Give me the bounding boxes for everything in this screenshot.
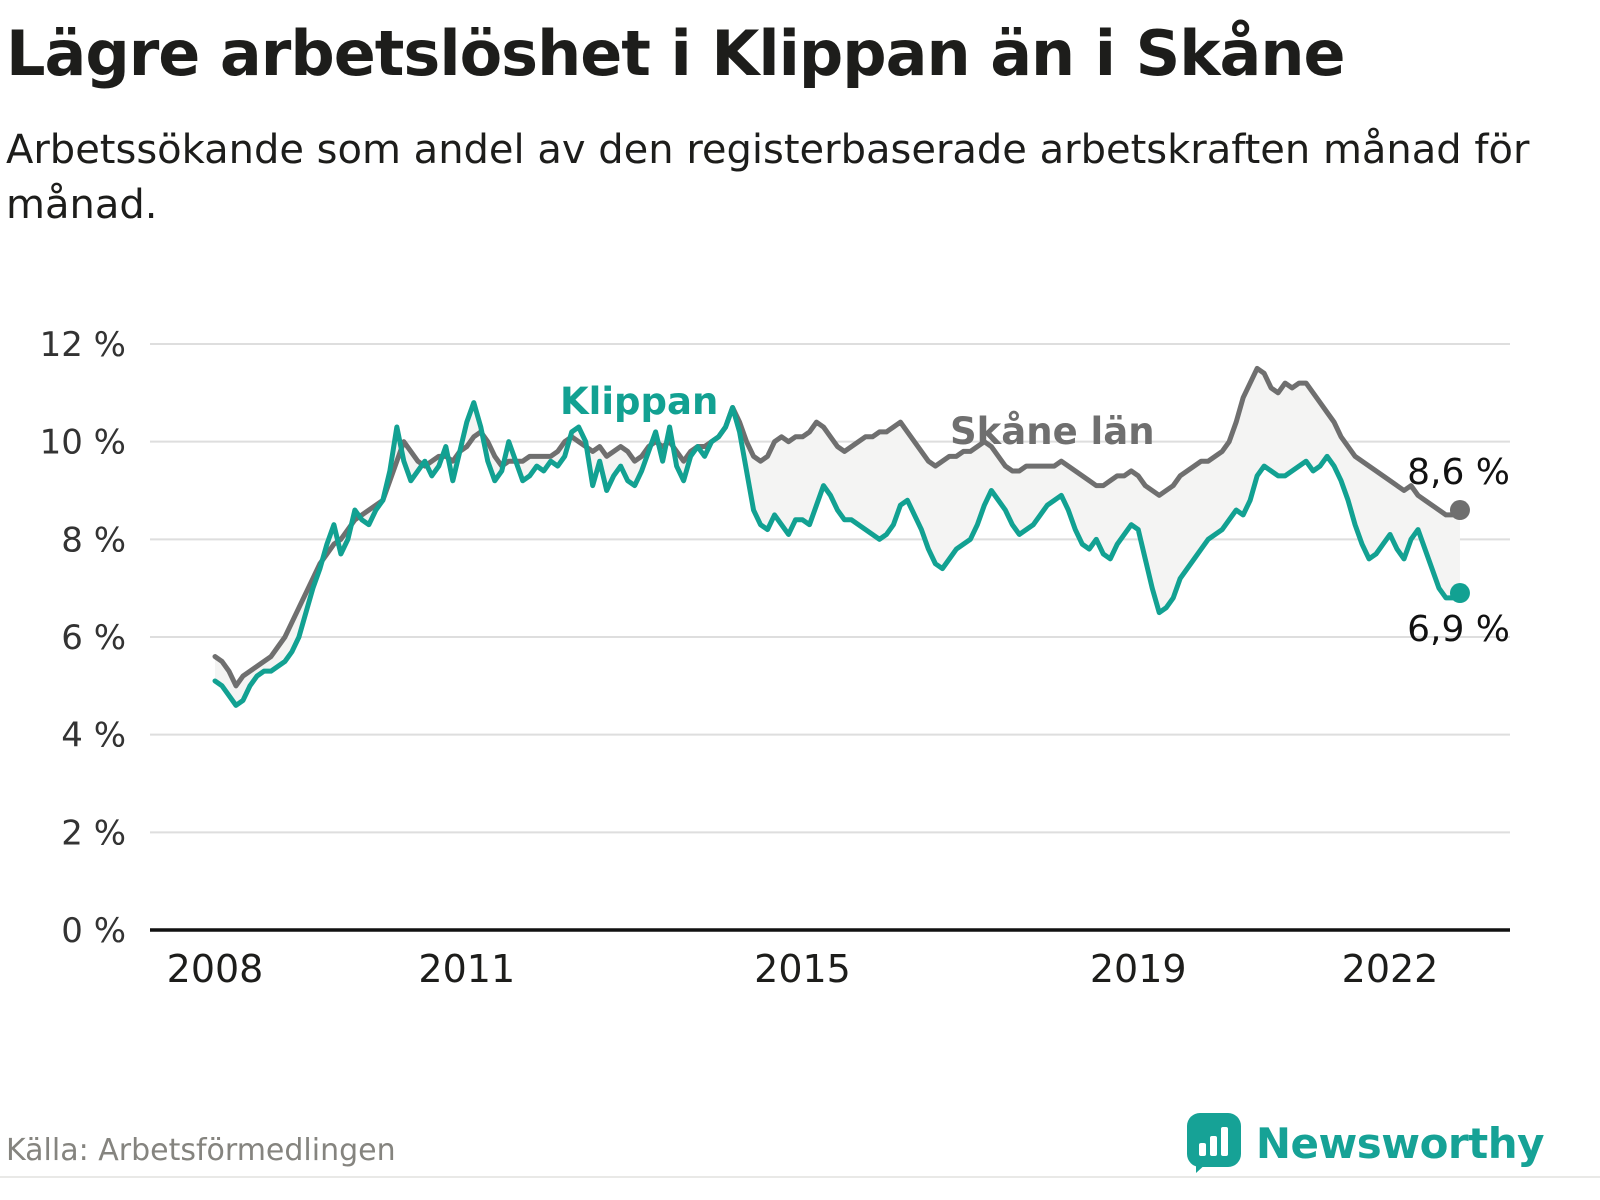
y-tick-label: 0 %: [61, 911, 126, 951]
source-note: Källa: Arbetsförmedlingen: [6, 1133, 396, 1168]
band-between-series: [215, 368, 1460, 706]
chart-title: Lägre arbetslöshet i Klippan än i Skåne: [6, 17, 1346, 90]
y-tick-label: 4 %: [61, 715, 126, 755]
newsworthy-logo: Newsworthy: [1186, 1112, 1545, 1174]
x-tick-label: 2022: [1342, 947, 1439, 991]
y-tick-label: 2 %: [61, 813, 126, 853]
x-tick-label: 2019: [1090, 947, 1187, 991]
klippan-series-label: Klippan: [560, 380, 718, 423]
x-tick-label: 2015: [754, 947, 851, 991]
y-tick-label: 6 %: [61, 618, 126, 658]
y-tick-label: 10 %: [40, 422, 126, 462]
line-chart: 0 % 2 % 4 % 6 % 8 % 10 % 12 % 2008 2011 2015 2019 2…: [40, 325, 1510, 991]
skane-end-dot: [1449, 499, 1470, 520]
klippan-end-dot: [1449, 582, 1470, 603]
y-tick-label: 12 %: [40, 325, 126, 365]
klippan-end-value-label: 6,9 %: [1407, 609, 1510, 650]
skane-end-value-label: 8,6 %: [1407, 452, 1510, 493]
chart-header: Lägre arbetslöshet i Klippan än i Skåne …: [0, 0, 1600, 234]
bottom-divider: [0, 1176, 1600, 1178]
newsworthy-logo-icon: [1186, 1113, 1241, 1173]
y-tick-label: 8 %: [61, 520, 126, 560]
x-tick-label: 2011: [418, 947, 515, 991]
skane-series-label: Skåne län: [950, 410, 1155, 453]
chart-subtitle: Arbetssökande som andel av den registerb…: [6, 127, 1530, 229]
newsworthy-logo-text: Newsworthy: [1255, 1118, 1545, 1168]
x-tick-label: 2008: [167, 947, 264, 991]
klippan-line: [212, 399, 1463, 708]
chart-footer: Källa: Arbetsförmedlingen Newsworthy: [6, 1112, 1545, 1174]
